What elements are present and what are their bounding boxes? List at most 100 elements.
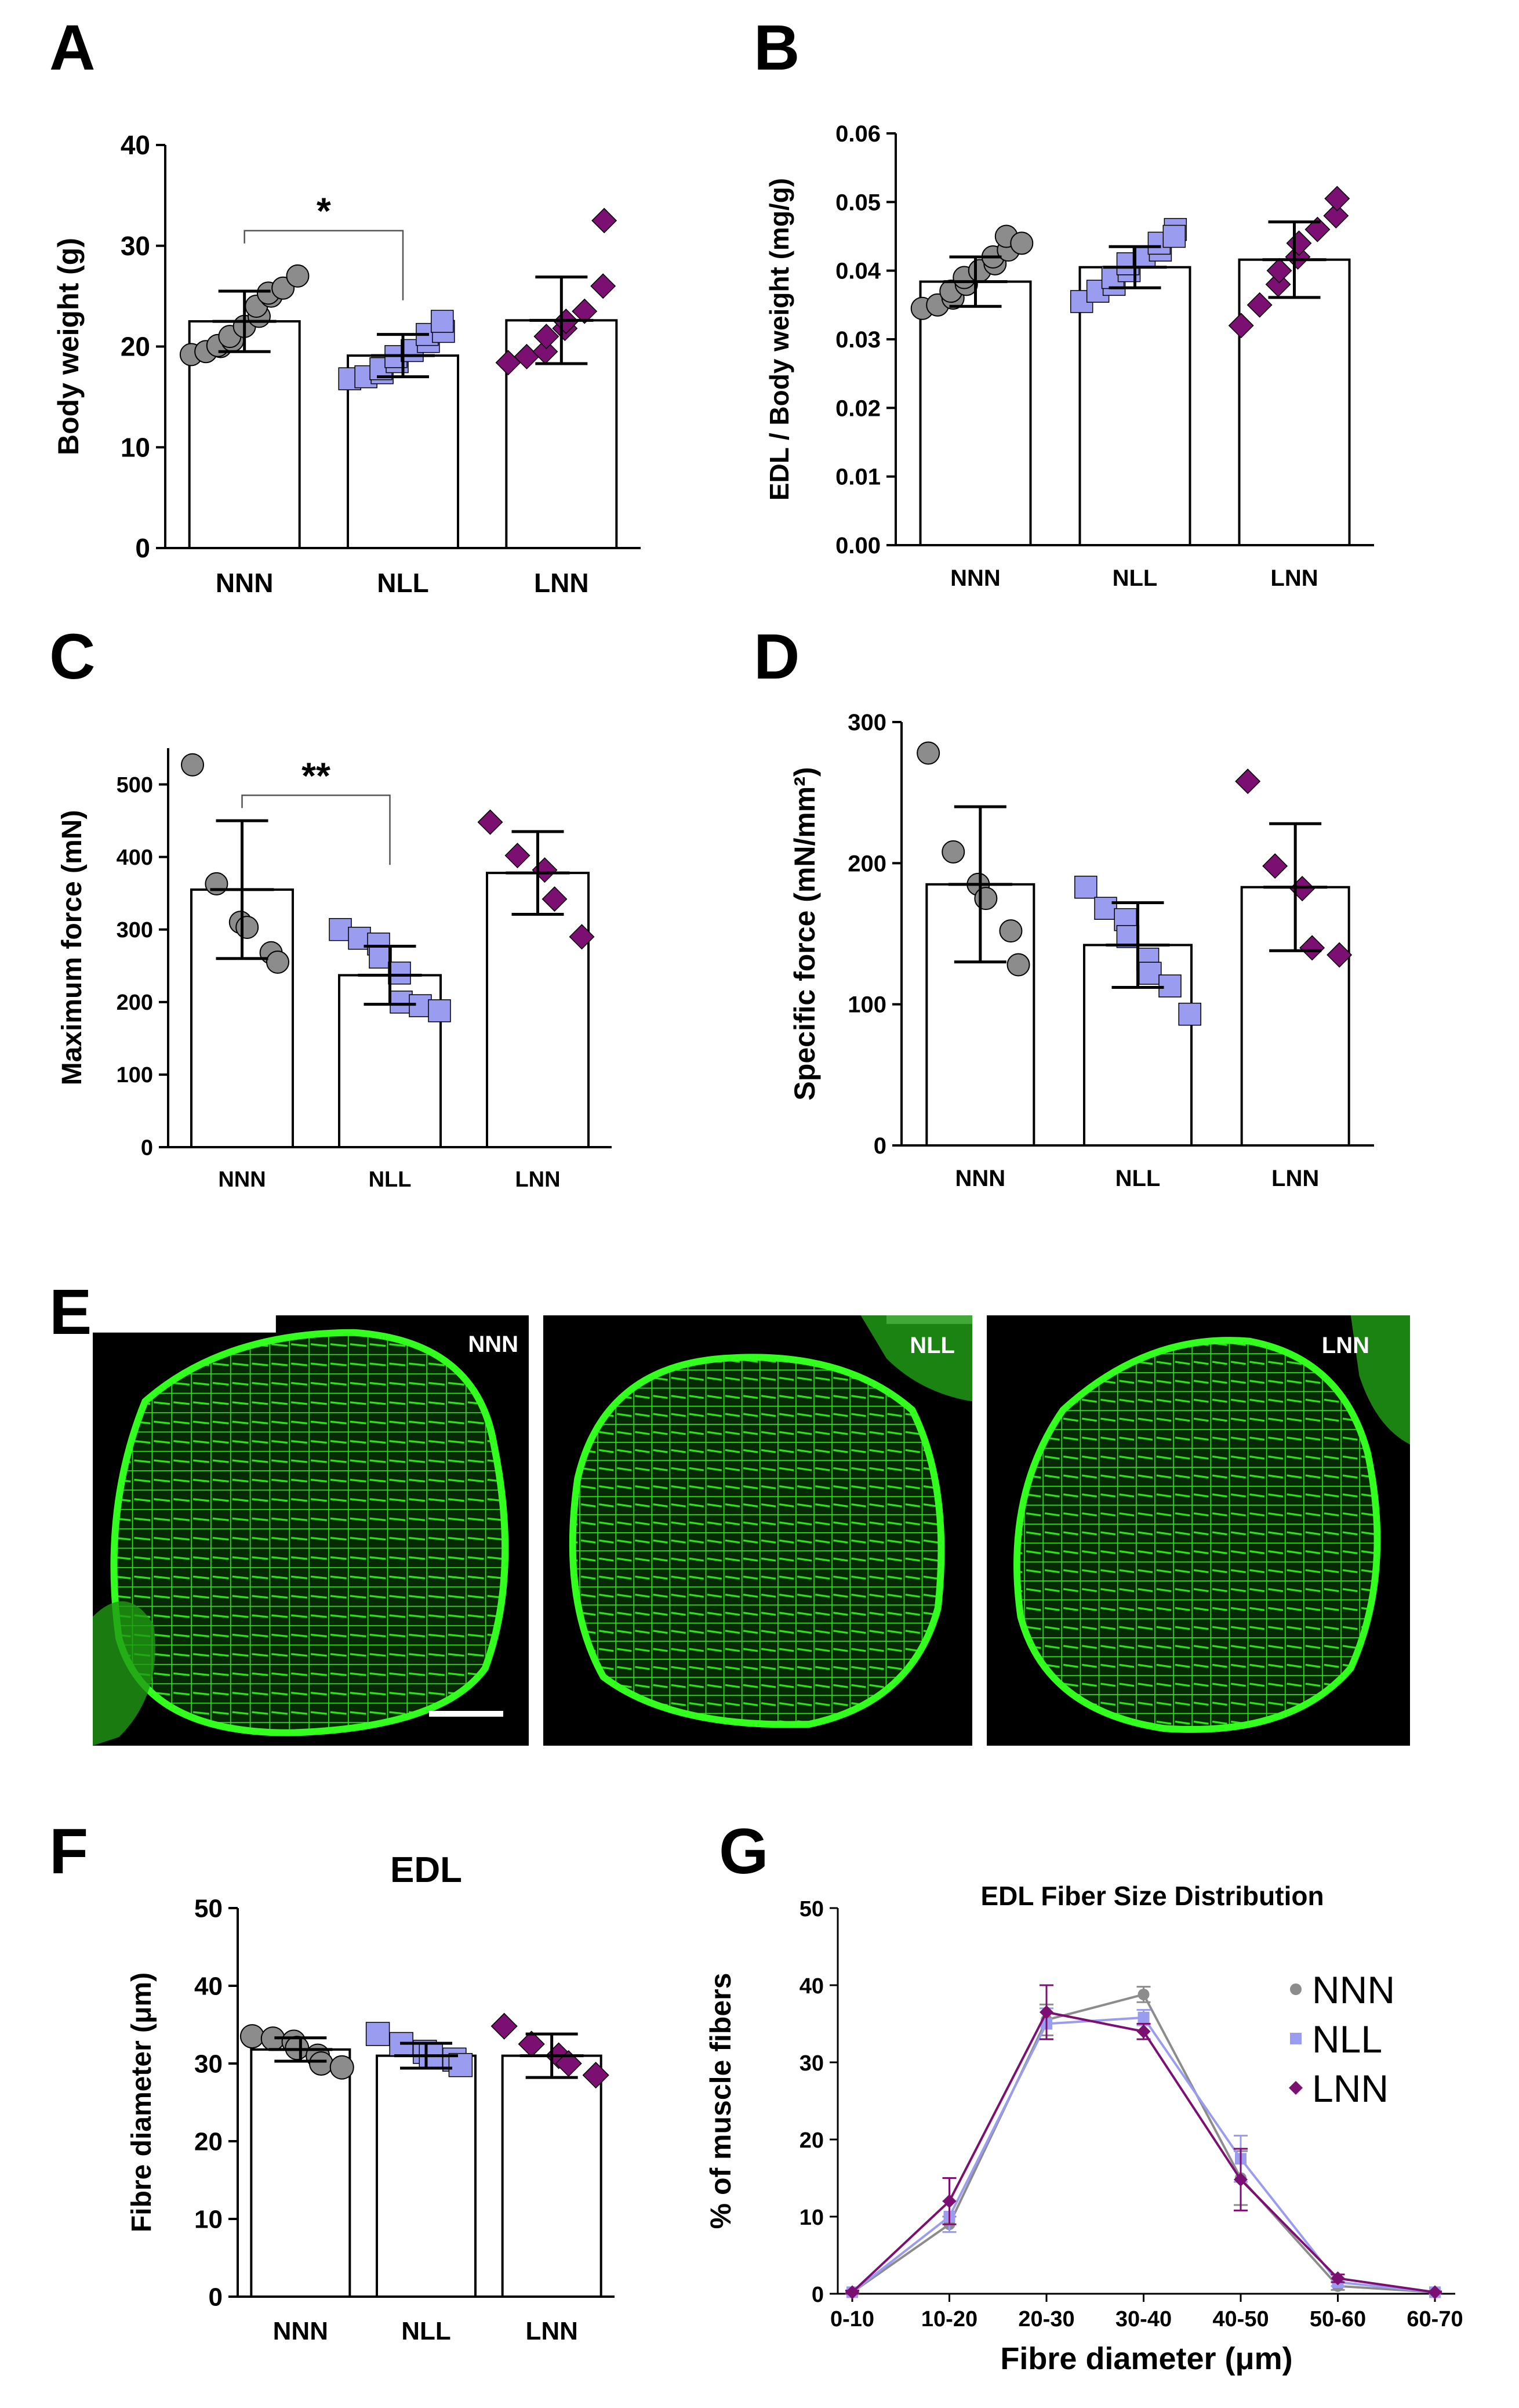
panel-d-point-nnn bbox=[1006, 953, 1030, 977]
micrograph-nnn: NNN bbox=[93, 1315, 529, 1746]
panel-b-ytick-label: 0.04 bbox=[835, 259, 881, 284]
panel-b-point-nll bbox=[1162, 224, 1186, 248]
scale-bar bbox=[429, 1711, 503, 1717]
panel-c-point-nnn bbox=[205, 872, 228, 895]
panel-f-ylabel: Fibre diameter (μm) bbox=[126, 1972, 157, 2232]
panel-d-category-nll: NLL bbox=[1115, 1166, 1161, 1191]
panel-d-point-lnn bbox=[1262, 853, 1288, 879]
panel-g-xtick-label: 20-30 bbox=[1018, 2307, 1074, 2331]
muscle-section-nnn bbox=[93, 1315, 509, 1746]
micrograph-label-nll: NLL bbox=[910, 1333, 955, 1358]
panel-a-point-lnn bbox=[533, 324, 559, 350]
panel-f-point-nnn bbox=[329, 2055, 354, 2080]
panel-letter-f: F bbox=[49, 1816, 88, 1887]
panel-a-point-lnn bbox=[572, 298, 598, 324]
panel-d-point-lnn bbox=[1235, 768, 1261, 795]
panel-a-bar-nnn bbox=[188, 320, 301, 549]
panel-c-point-nll bbox=[329, 917, 352, 941]
panel-d-point-nll bbox=[1094, 897, 1117, 920]
panel-g-point-lnn bbox=[1040, 2005, 1053, 2019]
panel-g-ytick-label: 50 bbox=[800, 1897, 824, 1921]
panel-letter-g: G bbox=[719, 1816, 769, 1887]
panel-d-ytick-label: 200 bbox=[848, 851, 886, 876]
panel-g-ylabel: % of muscle fibers bbox=[704, 1973, 737, 2229]
panel-b-point-lnn bbox=[1247, 292, 1273, 318]
panel-g-legend-label-nnn: NNN bbox=[1312, 1968, 1395, 2011]
panel-f-ytick-label: 0 bbox=[209, 2283, 223, 2311]
panel-f-point-nll bbox=[365, 2022, 390, 2046]
panel-g-legend-marker-nnn bbox=[1290, 1983, 1302, 1995]
panel-c-ytick-label: 0 bbox=[141, 1136, 153, 1160]
panel-f-point-nnn bbox=[239, 2024, 264, 2049]
panel-g-xtick-label: 40-50 bbox=[1212, 2307, 1269, 2331]
panel-c-category-nnn: NNN bbox=[218, 1167, 266, 1192]
panel-g-ytick-label: 0 bbox=[812, 2283, 824, 2307]
panel-g-point-lnn bbox=[1234, 2173, 1248, 2187]
panel-c-point-lnn bbox=[569, 924, 595, 950]
panel-f-bar-nnn bbox=[250, 2048, 351, 2298]
panel-a-category-nll: NLL bbox=[377, 568, 428, 598]
panel-c-significance-bracket bbox=[241, 795, 391, 865]
panel-d-point-nnn bbox=[974, 887, 998, 911]
panel-b-bar-nnn bbox=[919, 280, 1032, 546]
panel-c-point-nnn bbox=[235, 915, 259, 939]
panel-f-ytick-label: 40 bbox=[194, 1972, 223, 2000]
micrograph-nll: NLL bbox=[543, 1315, 972, 1746]
panel-f-bar-nll bbox=[376, 2054, 477, 2298]
panel-c-significance-label: ** bbox=[301, 755, 330, 796]
panel-letter-d: D bbox=[754, 621, 800, 692]
panel-d-point-nnn bbox=[999, 919, 1023, 943]
panel-g-point-lnn bbox=[1136, 2024, 1151, 2039]
panel-c-ytick-label: 500 bbox=[117, 773, 153, 797]
micrograph-lnn: LNN bbox=[987, 1315, 1410, 1746]
panel-letter-c: C bbox=[49, 621, 95, 692]
panel-b-point-nnn bbox=[1010, 231, 1034, 255]
panel-a-point-lnn bbox=[591, 208, 617, 234]
panel-b-point-lnn bbox=[1323, 203, 1349, 229]
panel-c-ytick-label: 400 bbox=[117, 846, 153, 870]
panel-a-ytick-label: 20 bbox=[121, 332, 150, 362]
panel-a-ylabel: Body weight (g) bbox=[52, 238, 85, 455]
panel-d-point-nll bbox=[1178, 1002, 1201, 1026]
panel-c-point-nnn bbox=[181, 753, 204, 777]
panel-a-category-nnn: NNN bbox=[216, 568, 274, 598]
panel-f-point-nll bbox=[448, 2052, 473, 2077]
panel-g-ytick-label: 20 bbox=[800, 2128, 824, 2153]
micrograph-label-nnn: NNN bbox=[468, 1332, 518, 1357]
panel-a-ytick-label: 40 bbox=[121, 130, 150, 160]
panel-g-xtick-label: 60-70 bbox=[1407, 2307, 1463, 2331]
panel-c-point-nll bbox=[369, 945, 392, 969]
panel-c-ylabel: Maximum force (mN) bbox=[57, 810, 88, 1086]
panel-c-ytick-label: 100 bbox=[117, 1063, 153, 1087]
panel-b-category-lnn: LNN bbox=[1270, 565, 1318, 591]
panel-g-legend-label-nll: NLL bbox=[1312, 2018, 1382, 2061]
panel-d-ytick-label: 100 bbox=[848, 992, 886, 1018]
panel-b-bar-nll bbox=[1078, 266, 1191, 546]
panel-b-ytick-label: 0.03 bbox=[835, 327, 881, 353]
panel-a-significance-label: * bbox=[317, 190, 331, 232]
panel-g-xtick-label: 50-60 bbox=[1310, 2307, 1366, 2331]
panel-g-xtick-label: 30-40 bbox=[1115, 2307, 1172, 2331]
panel-c-point-nll bbox=[409, 994, 432, 1017]
panel-d-point-nll bbox=[1139, 962, 1162, 985]
panel-f-point-nnn bbox=[285, 2036, 310, 2061]
panel-g-ytick-label: 10 bbox=[800, 2206, 824, 2230]
panel-g-point-lnn bbox=[1331, 2271, 1345, 2286]
panel-a-point-nnn bbox=[286, 264, 310, 288]
panel-c-ytick-label: 300 bbox=[117, 918, 153, 942]
micrograph-label-lnn: LNN bbox=[1321, 1333, 1369, 1358]
panel-f-title: EDL bbox=[390, 1850, 462, 1890]
panel-d-ylabel: Specific force (mN/mm²) bbox=[788, 767, 821, 1100]
panel-letter-b: B bbox=[754, 12, 800, 84]
panel-g-legend-marker-lnn bbox=[1289, 2081, 1303, 2095]
panel-c-point-lnn bbox=[504, 843, 530, 869]
panel-d-category-nnn: NNN bbox=[955, 1166, 1005, 1191]
panel-a-ytick-label: 0 bbox=[135, 533, 150, 563]
panel-c-point-nll bbox=[428, 999, 451, 1022]
panel-a-category-lnn: LNN bbox=[534, 568, 589, 598]
panel-b-point-lnn bbox=[1324, 186, 1350, 212]
panel-b-ytick-label: 0.00 bbox=[835, 533, 881, 559]
panel-b-ytick-label: 0.05 bbox=[835, 190, 881, 215]
panel-d-point-nll bbox=[1074, 875, 1098, 899]
panel-b-point-lnn bbox=[1228, 313, 1254, 339]
